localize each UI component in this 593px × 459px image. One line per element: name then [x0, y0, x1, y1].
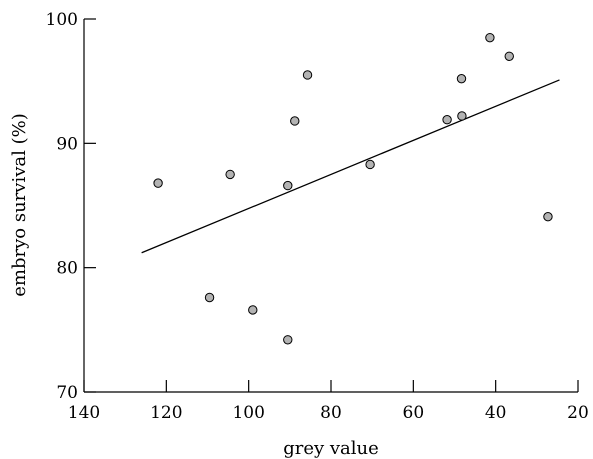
y-tick-label-0: 70 — [56, 383, 78, 403]
x-axis-label: grey value — [283, 438, 379, 459]
x-tick-label-0: 140 — [68, 403, 100, 423]
data-point-14 — [543, 211, 553, 222]
x-tick-label-6: 20 — [567, 403, 589, 423]
data-point-12 — [485, 32, 495, 43]
y-tick-label-1: 80 — [56, 259, 78, 279]
data-point-13 — [504, 51, 514, 61]
y-tick-label-2: 90 — [56, 134, 78, 154]
data-point-0 — [153, 178, 163, 188]
data-point-11 — [457, 111, 467, 121]
data-point-3 — [248, 305, 258, 315]
x-tick-label-5: 40 — [485, 403, 507, 423]
data-points — [153, 32, 553, 345]
plot-area: 70 80 90 100 140 120 100 80 60 40 20 — [46, 10, 589, 423]
y-axis-ticks: 70 80 90 100 — [46, 10, 96, 403]
x-axis-ticks: 140 120 100 80 60 40 20 — [68, 380, 589, 423]
x-tick-label-2: 100 — [232, 403, 264, 423]
data-point-4 — [283, 180, 293, 191]
y-tick-label-3: 100 — [46, 10, 78, 30]
data-point-9 — [442, 115, 452, 125]
data-point-1 — [204, 292, 215, 303]
data-point-8 — [365, 159, 375, 170]
x-tick-label-4: 60 — [403, 403, 425, 423]
x-tick-label-3: 80 — [320, 403, 342, 423]
trend-line — [141, 79, 560, 254]
x-tick-label-1: 120 — [150, 403, 182, 423]
data-point-6 — [290, 116, 300, 126]
data-point-7 — [302, 70, 313, 80]
data-point-2 — [225, 169, 235, 180]
y-axis-label: embryo survival (%) — [9, 113, 30, 296]
data-point-5 — [283, 335, 293, 345]
data-point-10 — [456, 73, 467, 84]
